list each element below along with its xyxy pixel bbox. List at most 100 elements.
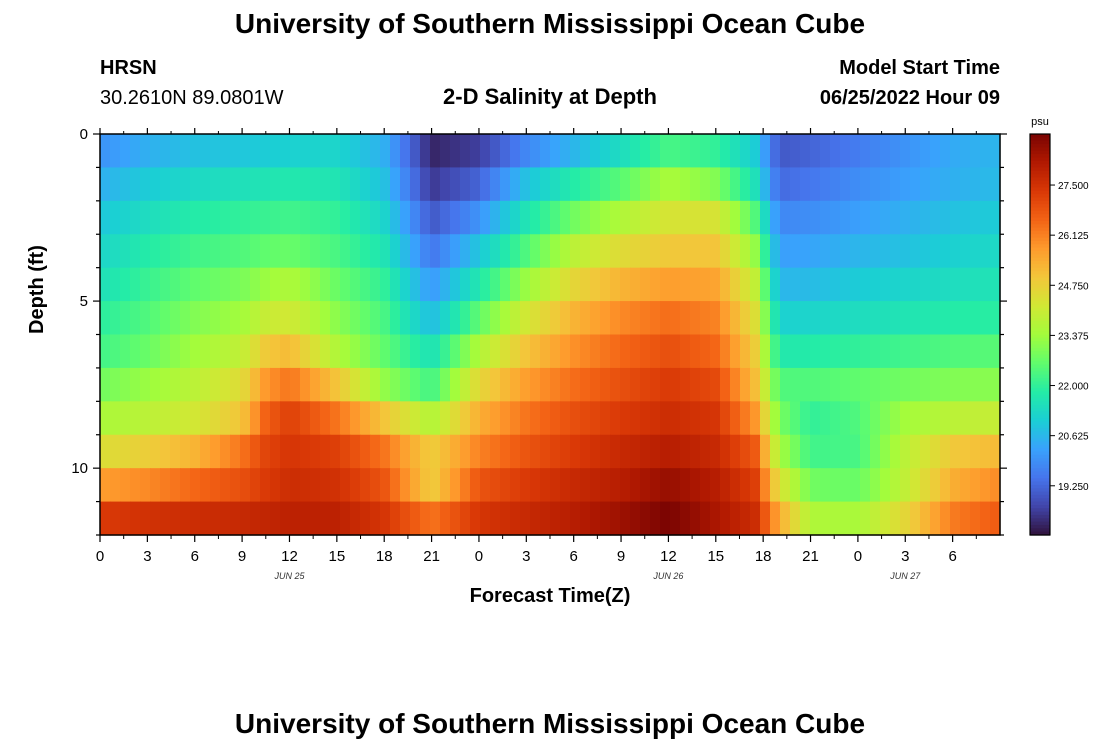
- heatmap-cell: [680, 234, 691, 269]
- heatmap-cell: [570, 434, 581, 469]
- colorbar-segment: [1030, 230, 1050, 235]
- heatmap-cell: [500, 468, 511, 503]
- heatmap-cell: [570, 367, 581, 402]
- heatmap-cell: [580, 267, 591, 302]
- heatmap-cell: [460, 134, 471, 169]
- heatmap-cell: [560, 468, 571, 503]
- heatmap-cell: [990, 234, 1001, 269]
- heatmap-cell: [810, 367, 821, 402]
- heatmap-cell: [380, 501, 391, 536]
- heatmap-cell: [410, 167, 421, 202]
- heatmap-cell: [480, 134, 491, 169]
- heatmap-cell: [290, 468, 301, 503]
- heatmap-cell: [200, 434, 211, 469]
- heatmap-cell: [430, 434, 441, 469]
- heatmap-cell: [990, 468, 1001, 503]
- heatmap-cell: [780, 234, 791, 269]
- heatmap-cell: [270, 501, 281, 536]
- heatmap-cell: [500, 401, 511, 436]
- heatmap-cell: [740, 200, 751, 235]
- colorbar-segment: [1030, 194, 1050, 199]
- colorbar: psu 27.500 26.125 24.750 23.375 22.000 20.625 1…: [1029, 116, 1089, 536]
- heatmap-cell: [240, 200, 251, 235]
- colorbar-segment: [1030, 511, 1050, 516]
- heatmap-cell: [490, 434, 501, 469]
- heatmap-cell: [140, 301, 151, 336]
- colorbar-segment: [1030, 384, 1050, 389]
- colorbar-segment: [1030, 498, 1050, 503]
- heatmap-cell: [650, 167, 661, 202]
- x-tick-label: 21: [423, 548, 440, 565]
- heatmap-cell: [310, 434, 321, 469]
- heatmap-cell: [720, 301, 731, 336]
- heatmap-cell: [810, 267, 821, 302]
- heatmap-cell: [130, 367, 141, 402]
- heatmap-cell: [780, 200, 791, 235]
- heatmap-cell: [530, 334, 541, 369]
- heatmap-cell: [690, 367, 701, 402]
- heatmap-cell: [350, 367, 361, 402]
- heatmap-cell: [770, 267, 781, 302]
- heatmap-cell: [900, 200, 911, 235]
- heatmap-cell: [820, 267, 831, 302]
- heatmap-cell: [710, 200, 721, 235]
- heatmap-cell: [440, 434, 451, 469]
- heatmap-cell: [240, 301, 251, 336]
- heatmap-cell: [570, 167, 581, 202]
- x-tick-label: 15: [707, 548, 724, 565]
- heatmap-cell: [500, 501, 511, 536]
- heatmap-cell: [250, 468, 261, 503]
- heatmap-cell: [250, 401, 261, 436]
- heatmap-cell: [210, 267, 221, 302]
- heatmap-cell: [220, 267, 231, 302]
- heatmap-cell: [130, 501, 141, 536]
- date-label: JUN 26: [652, 571, 683, 581]
- heatmap-cell: [240, 367, 251, 402]
- heatmap-cell: [770, 468, 781, 503]
- heatmap-cell: [420, 367, 431, 402]
- heatmap-cell: [790, 434, 801, 469]
- heatmap-cell: [200, 334, 211, 369]
- heatmap-cell: [610, 301, 621, 336]
- heatmap-cell: [740, 401, 751, 436]
- heatmap-cell: [570, 334, 581, 369]
- heatmap-cell: [230, 434, 241, 469]
- heatmap-cell: [940, 301, 951, 336]
- heatmap-cell: [930, 267, 941, 302]
- heatmap-cell: [990, 267, 1001, 302]
- heatmap-cell: [930, 200, 941, 235]
- heatmap-cell: [570, 301, 581, 336]
- station-coordinates: 30.2610N 89.0801W: [100, 87, 284, 109]
- heatmap-cell: [360, 334, 371, 369]
- colorbar-segment: [1030, 387, 1050, 392]
- heatmap-cell: [160, 434, 171, 469]
- heatmap-cell: [260, 301, 271, 336]
- heatmap-cell: [450, 401, 461, 436]
- heatmap-cell: [980, 234, 991, 269]
- heatmap-cell: [180, 134, 191, 169]
- heatmap-cell: [910, 301, 921, 336]
- heatmap-cell: [440, 200, 451, 235]
- heatmap-cell: [740, 234, 751, 269]
- heatmap-cell: [870, 501, 881, 536]
- colorbar-segment: [1030, 220, 1050, 225]
- heatmap-cell: [520, 301, 531, 336]
- heatmap-cell: [210, 468, 221, 503]
- heatmap-cell: [380, 301, 391, 336]
- heatmap-cell: [270, 301, 281, 336]
- heatmap-cell: [340, 234, 351, 269]
- heatmap-cell: [460, 167, 471, 202]
- heatmap-cell: [260, 134, 271, 169]
- heatmap-cell: [270, 401, 281, 436]
- heatmap-cell: [310, 367, 321, 402]
- heatmap-cell: [620, 167, 631, 202]
- heatmap-cell: [170, 401, 181, 436]
- heatmap-cell: [670, 267, 681, 302]
- heatmap-cell: [720, 267, 731, 302]
- heatmap-cell: [180, 234, 191, 269]
- heatmap-cell: [830, 134, 841, 169]
- heatmap-cell: [960, 200, 971, 235]
- colorbar-segment: [1030, 227, 1050, 232]
- heatmap-cell: [820, 301, 831, 336]
- heatmap-cell: [320, 401, 331, 436]
